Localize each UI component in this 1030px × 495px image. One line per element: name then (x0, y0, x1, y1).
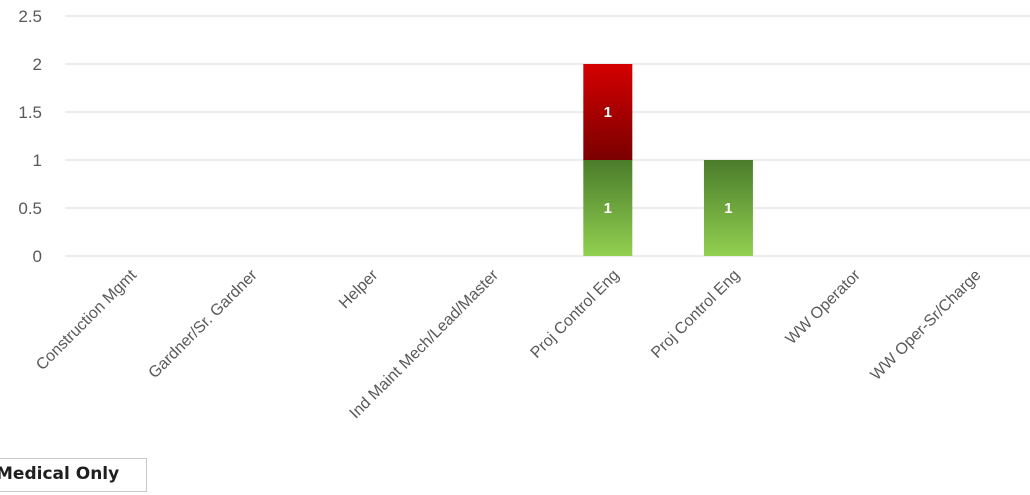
x-axis: Construction Mgmt Gardner/Sr. Gardner Help… (33, 266, 984, 422)
y-tick-label: 0 (33, 247, 42, 266)
y-axis: 0 0.5 1 1.5 2 2.5 (18, 7, 42, 266)
x-category-label: Proj Control Eng (648, 267, 743, 362)
x-category-label: Proj Control Eng (528, 267, 623, 362)
data-label: 1 (604, 104, 612, 121)
filter-button-label: Medical Only (0, 464, 120, 484)
data-label: 1 (724, 200, 732, 217)
bar-segment (703, 160, 753, 256)
x-category-label: Helper (336, 266, 382, 312)
x-category-label: Construction Mgmt (33, 266, 140, 373)
bars (583, 64, 753, 256)
y-tick-label: 0.5 (18, 199, 42, 218)
bar-segment (583, 160, 633, 256)
filter-button-medical-only[interactable]: Medical Only (0, 458, 147, 492)
bar-segment (583, 64, 633, 160)
y-tick-label: 1.5 (18, 103, 42, 122)
y-tick-label: 1 (33, 151, 42, 170)
data-labels: 1 1 1 (604, 104, 733, 217)
gridlines (65, 15, 1030, 257)
y-tick-label: 2 (33, 55, 42, 74)
y-tick-label: 2.5 (18, 7, 42, 26)
x-category-label: Gardner/Sr. Gardner (146, 266, 262, 382)
data-label: 1 (604, 200, 612, 217)
x-category-label: WW Oper-Sr/Charge (868, 267, 985, 384)
x-category-label: WW Operator (783, 266, 865, 348)
